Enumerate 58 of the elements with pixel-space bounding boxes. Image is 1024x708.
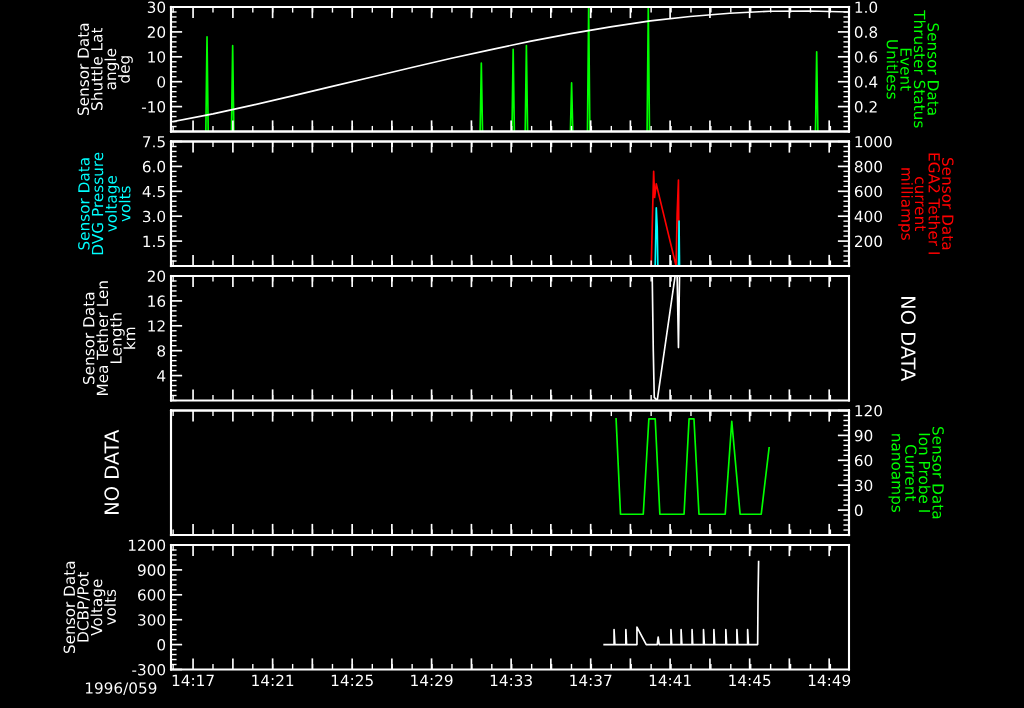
x-tick-label: 14:17 xyxy=(172,674,214,686)
y2-axis-title: Sensor Data EGA2 Tether I current milliamps xyxy=(898,153,954,254)
x-tick-label: 14:33 xyxy=(490,674,532,687)
x-tick-label: 14:21 xyxy=(252,674,294,686)
y2-tick-label: 30 xyxy=(855,479,873,492)
y2-tick-label: 0.6 xyxy=(854,51,878,63)
x-tick-label: 14:45 xyxy=(729,674,771,687)
y2-tick-label: 600 xyxy=(854,185,883,198)
line-series xyxy=(650,170,680,266)
x-tick-label: 14:25 xyxy=(331,674,373,687)
y2-tick-label: 60 xyxy=(854,454,873,467)
y2-axis-title: Sensor Data Thruster Status Event Unitless xyxy=(886,10,939,128)
y-tick-label: 16 xyxy=(148,295,166,307)
y2-tick-label: 0.2 xyxy=(854,101,877,113)
y-tick-label: 30 xyxy=(147,1,166,14)
text: 1996/059 xyxy=(85,682,157,695)
y-tick-label: 20 xyxy=(147,26,166,38)
y-tick-label: 20 xyxy=(147,270,166,283)
y-tick-label: 4 xyxy=(157,370,166,382)
y2-tick-label: 400 xyxy=(854,210,883,223)
y2-axis-title: Sensor Data Ion Probe I Current nanoamps xyxy=(888,426,944,519)
y2-tick-label: 0.8 xyxy=(854,26,878,38)
y-tick-label: 0 xyxy=(157,76,166,88)
y-tick-label: 1.5 xyxy=(143,235,165,248)
y-axis-title: Sensor Data DVG Pressure voltage volts xyxy=(78,152,131,255)
y-tick-label: 1200 xyxy=(128,539,166,552)
y-tick-label: 12 xyxy=(148,320,165,332)
y2-tick-label: 0.4 xyxy=(854,76,878,88)
y-tick-label: 10 xyxy=(148,51,166,63)
y-tick-label: 3.0 xyxy=(143,210,166,223)
y-tick-label: 600 xyxy=(138,589,166,601)
line-series xyxy=(615,417,770,516)
y2-tick-label: 90 xyxy=(854,429,873,442)
y-tick-label: 900 xyxy=(137,564,166,576)
y-tick-label: 4.5 xyxy=(142,185,165,198)
y-axis-title: Sensor Data Mea Tether Len Length km xyxy=(82,281,136,395)
y2-tick-label: 200 xyxy=(854,235,883,248)
text: NO DATA xyxy=(900,297,916,382)
y2-tick-label: 1.0 xyxy=(855,1,878,14)
text: NO DATA xyxy=(104,429,120,514)
y2-tick-label: 0 xyxy=(854,504,863,517)
y-tick-label: 0 xyxy=(157,639,166,651)
x-tick-label: 14:41 xyxy=(649,674,691,686)
y2-tick-label: 800 xyxy=(854,160,883,173)
y-tick-label: -300 xyxy=(132,663,166,676)
y2-tick-label: 1000 xyxy=(855,135,892,148)
y-tick-label: -10 xyxy=(141,101,166,113)
y-axis-title: Sensor Data Shuttle Lat angle deg xyxy=(77,23,133,116)
y-tick-label: 7.5 xyxy=(143,136,165,148)
x-tick-label: 14:29 xyxy=(411,674,453,687)
y-tick-label: 8 xyxy=(157,345,166,357)
line-series xyxy=(603,560,760,646)
y2-tick-label: 120 xyxy=(855,404,883,417)
x-tick-label: 14:37 xyxy=(570,674,612,687)
y-axis-title: Sensor Data DCBP/Pot Voltage volts xyxy=(63,561,116,654)
y-tick-label: 300 xyxy=(138,614,166,626)
x-tick-label: 14:49 xyxy=(808,674,851,687)
y-tick-label: 6.0 xyxy=(142,160,166,173)
